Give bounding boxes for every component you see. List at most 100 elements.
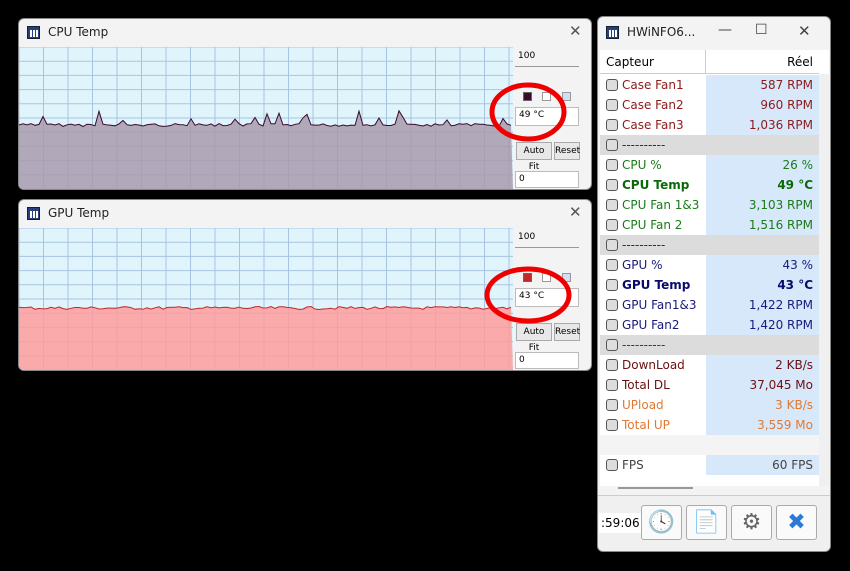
auto-fit-button[interactable]: Auto Fit xyxy=(516,142,552,172)
sensor-icon xyxy=(606,379,618,391)
current-value: 49 °C xyxy=(515,107,579,126)
sensor-row[interactable]: GPU Temp 43 °C xyxy=(600,275,819,295)
sensor-row[interactable]: CPU Fan 1&3 3,103 RPM xyxy=(600,195,819,215)
sensor-value: 37,045 Mo xyxy=(706,375,819,395)
sensor-row[interactable]: CPU Temp 49 °C xyxy=(600,175,819,195)
settings-button[interactable]: ⚙ xyxy=(731,505,772,540)
graph-fill xyxy=(19,110,513,189)
sensor-label: ---------- xyxy=(622,238,666,252)
sensor-value: 1,420 RPM xyxy=(706,315,819,335)
sensor-row[interactable]: Case Fan2 960 RPM xyxy=(600,95,819,115)
sensor-value: 1,516 RPM xyxy=(706,215,819,235)
sensor-row[interactable]: Case Fan3 1,036 RPM xyxy=(600,115,819,135)
sensor-value: 3 KB/s xyxy=(706,395,819,415)
clock-button[interactable]: 🕓 xyxy=(641,505,682,540)
app-icon xyxy=(27,207,40,220)
column-header: Réel xyxy=(706,50,819,74)
app-icon xyxy=(606,26,619,39)
window-title: CPU Temp xyxy=(48,25,109,39)
icon-bar xyxy=(36,30,38,37)
sensor-icon xyxy=(606,79,618,91)
checkbox[interactable] xyxy=(562,92,571,101)
sensor-label: DownLoad xyxy=(622,358,685,372)
close-sensors-button[interactable]: ✖ xyxy=(776,505,817,540)
graph-line xyxy=(19,109,512,128)
sensor-row[interactable]: Total UP 3,559 Mo xyxy=(600,415,819,435)
close-button[interactable]: ✕ xyxy=(798,22,811,40)
sensor-label: GPU Fan2 xyxy=(622,318,680,332)
sensor-row[interactable]: Case Fan1 587 RPM xyxy=(600,75,819,95)
sensor-icon xyxy=(606,359,618,371)
sensor-row[interactable]: Total DL 37,045 Mo xyxy=(600,375,819,395)
graph xyxy=(19,47,513,189)
graph-window: CPU Temp ✕ 100 49 °C Auto Fit Reset 0 xyxy=(18,18,592,190)
sensor-value: 587 RPM xyxy=(706,75,819,95)
graph-fill xyxy=(19,306,513,370)
scrollbar xyxy=(819,74,829,486)
icon-bar xyxy=(36,211,38,218)
sensor-row[interactable]: ---------- xyxy=(600,235,819,255)
sensor-icon xyxy=(606,319,618,331)
icon-bar xyxy=(612,30,614,37)
sensor-value: 1,036 RPM xyxy=(706,115,819,135)
sensor-row[interactable]: GPU Fan1&3 1,422 RPM xyxy=(600,295,819,315)
sensor-icon xyxy=(606,299,618,311)
sensor-icon xyxy=(606,99,618,111)
sensor-row[interactable]: UPload 3 KB/s xyxy=(600,395,819,415)
sensor-label: GPU Temp xyxy=(622,278,691,292)
reset-button[interactable]: Reset xyxy=(554,323,580,341)
close-button[interactable]: ✕ xyxy=(569,22,582,40)
sensor-row[interactable]: ---------- xyxy=(600,335,819,355)
sensor-icon xyxy=(606,119,618,131)
window-title: HWiNFO6... xyxy=(627,25,696,39)
window-title: GPU Temp xyxy=(48,206,110,220)
sensor-label: FPS xyxy=(622,458,644,472)
sensor-window: HWiNFO6... — ☐ ✕ Capteur Réel Case Fan1 587 RPM… xyxy=(597,16,831,552)
sensor-icon xyxy=(606,159,618,171)
graph-line xyxy=(19,305,512,311)
checkbox[interactable] xyxy=(542,273,551,282)
checkbox[interactable] xyxy=(542,92,551,101)
maximize-button[interactable]: ☐ xyxy=(755,22,768,38)
scale-max: 100 xyxy=(515,49,579,67)
sensor-label: UPload xyxy=(622,398,664,412)
reset-button[interactable]: Reset xyxy=(554,142,580,160)
close-button[interactable]: ✕ xyxy=(569,203,582,221)
sensor-row[interactable]: CPU % 26 % xyxy=(600,155,819,175)
sensor-value: 3,103 RPM xyxy=(706,195,819,215)
sensor-label: Case Fan3 xyxy=(622,118,684,132)
sensor-row[interactable]: FPS 60 FPS xyxy=(600,455,819,475)
sensor-row[interactable]: DownLoad 2 KB/s xyxy=(600,355,819,375)
sensor-value: 49 °C xyxy=(706,175,819,195)
sensor-row[interactable]: CPU Fan 2 1,516 RPM xyxy=(600,215,819,235)
sensor-value: 960 RPM xyxy=(706,95,819,115)
icon-bar xyxy=(33,211,35,218)
sensor-label: CPU Temp xyxy=(622,178,690,192)
sensor-label: CPU Fan 2 xyxy=(622,218,683,232)
sensor-label: Total UP xyxy=(622,418,670,432)
series-color xyxy=(523,273,532,282)
report-button[interactable]: 📄 xyxy=(686,505,727,540)
h-scrollbar xyxy=(618,487,693,489)
sensor-row[interactable]: GPU Fan2 1,420 RPM xyxy=(600,315,819,335)
minimize-button[interactable]: — xyxy=(718,22,732,38)
auto-fit-button[interactable]: Auto Fit xyxy=(516,323,552,353)
sensor-label: Case Fan2 xyxy=(622,98,684,112)
sensor-row[interactable]: ---------- xyxy=(600,135,819,155)
checkbox[interactable] xyxy=(562,273,571,282)
sensor-label: ---------- xyxy=(622,338,666,352)
sensor-label: GPU % xyxy=(622,258,663,272)
icon-bar xyxy=(615,30,617,37)
sensor-row[interactable]: GPU % 43 % xyxy=(600,255,819,275)
scale-min: 0 xyxy=(515,171,579,188)
sensor-value: 2 KB/s xyxy=(706,355,819,375)
sensor-icon xyxy=(606,399,618,411)
column-header: Capteur xyxy=(600,50,706,74)
graph-window: GPU Temp ✕ 100 43 °C Auto Fit Reset 0 xyxy=(18,199,592,371)
series-color xyxy=(523,92,532,101)
sensor-value: 26 % xyxy=(706,155,819,175)
app-icon xyxy=(27,26,40,39)
clock: :59:06 xyxy=(599,513,642,533)
